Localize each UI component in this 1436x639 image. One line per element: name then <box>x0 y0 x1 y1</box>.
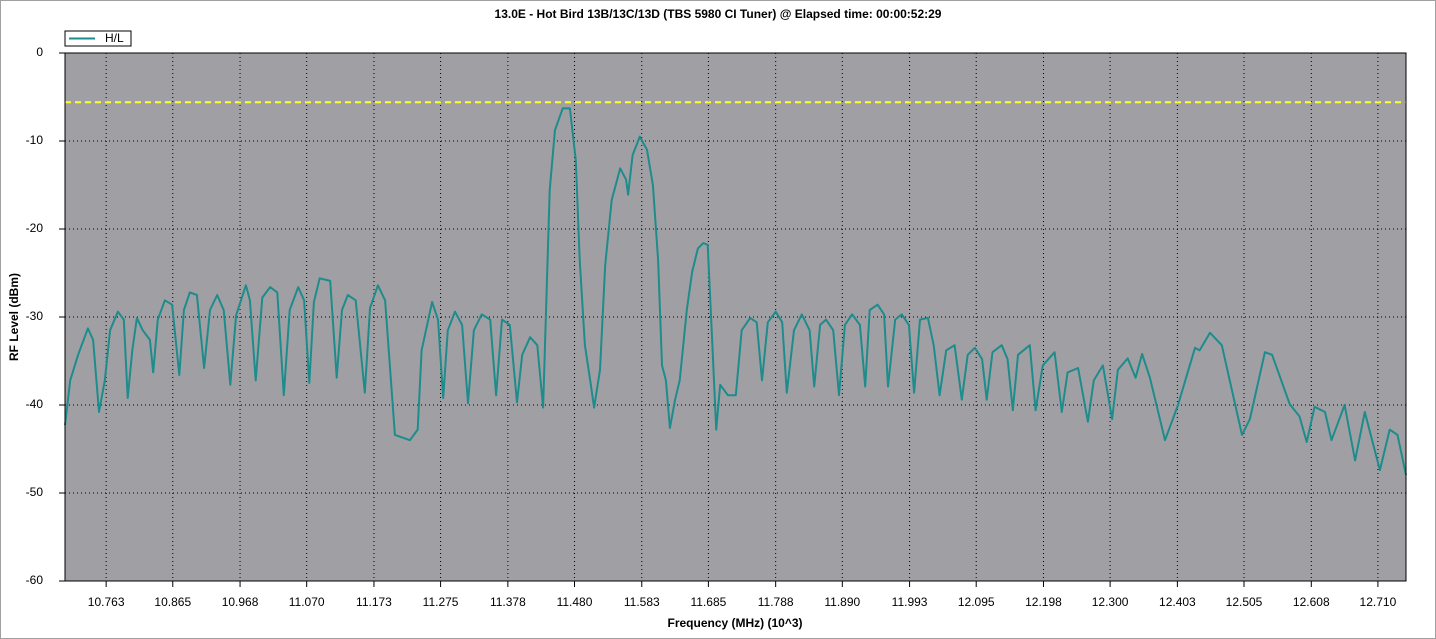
x-tick-label: 10.865 <box>154 595 191 609</box>
plot-area <box>65 53 1406 581</box>
x-tick-label: 11.890 <box>824 595 860 609</box>
legend-box <box>64 30 132 47</box>
chart-title: 13.0E - Hot Bird 13B/13C/13D (TBS 5980 C… <box>495 7 942 21</box>
y-tick-label: 0 <box>36 45 43 59</box>
plot-border <box>64 52 1407 582</box>
x-tick-label: 11.173 <box>356 595 392 609</box>
x-tick-label: 11.480 <box>557 595 593 609</box>
x-tick-label: 12.403 <box>1159 595 1196 609</box>
legend-label: H/L <box>105 31 124 45</box>
y-tick-label: -10 <box>26 133 44 147</box>
x-tick-label: 11.070 <box>289 595 325 609</box>
x-tick-label: 11.993 <box>892 595 928 609</box>
x-tick-label: 11.275 <box>423 595 459 609</box>
y-tick-label: -50 <box>26 485 44 499</box>
x-tick-label: 10.968 <box>222 595 259 609</box>
x-tick-label: 12.505 <box>1226 595 1263 609</box>
y-tick-label: -60 <box>26 573 44 587</box>
x-tick-label: 11.685 <box>690 595 726 609</box>
x-tick-label: 12.198 <box>1025 595 1062 609</box>
y-tick-label: -40 <box>26 397 44 411</box>
y-axis-label: RF Level (dBm) <box>7 273 21 361</box>
x-tick-label: 12.710 <box>1360 595 1397 609</box>
x-tick-label: 12.300 <box>1092 595 1129 609</box>
x-tick-label: 12.608 <box>1293 595 1330 609</box>
x-tick-label: 12.095 <box>958 595 995 609</box>
y-tick-label: -30 <box>26 309 44 323</box>
series-line <box>64 107 1407 476</box>
x-tick-label: 11.788 <box>758 595 794 609</box>
x-tick-label: 11.378 <box>490 595 526 609</box>
x-tick-label: 10.763 <box>88 595 125 609</box>
x-axis-label: Frequency (MHz) (10^3) <box>667 616 802 630</box>
y-tick-label: -20 <box>26 221 44 235</box>
x-tick-label: 11.583 <box>624 595 660 609</box>
